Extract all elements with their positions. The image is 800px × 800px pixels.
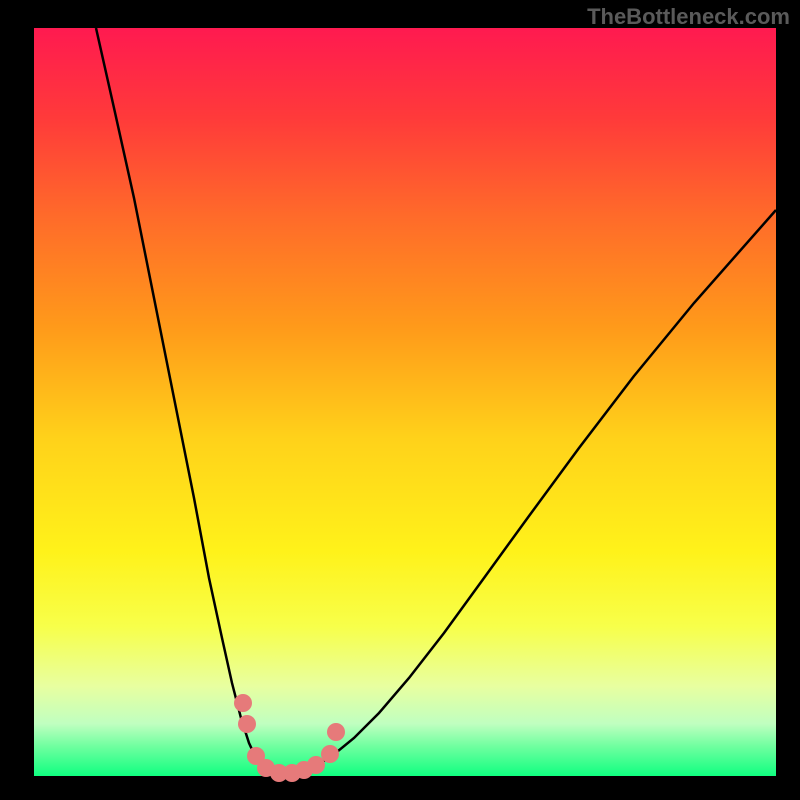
curve-marker [238, 715, 256, 733]
curve-marker [321, 745, 339, 763]
curve-markers [234, 694, 345, 782]
bottleneck-curve [96, 28, 776, 774]
curve-overlay [0, 0, 800, 800]
watermark-text: TheBottleneck.com [587, 4, 790, 30]
curve-marker [327, 723, 345, 741]
chart-canvas: TheBottleneck.com [0, 0, 800, 800]
curve-marker [234, 694, 252, 712]
curve-marker [307, 756, 325, 774]
